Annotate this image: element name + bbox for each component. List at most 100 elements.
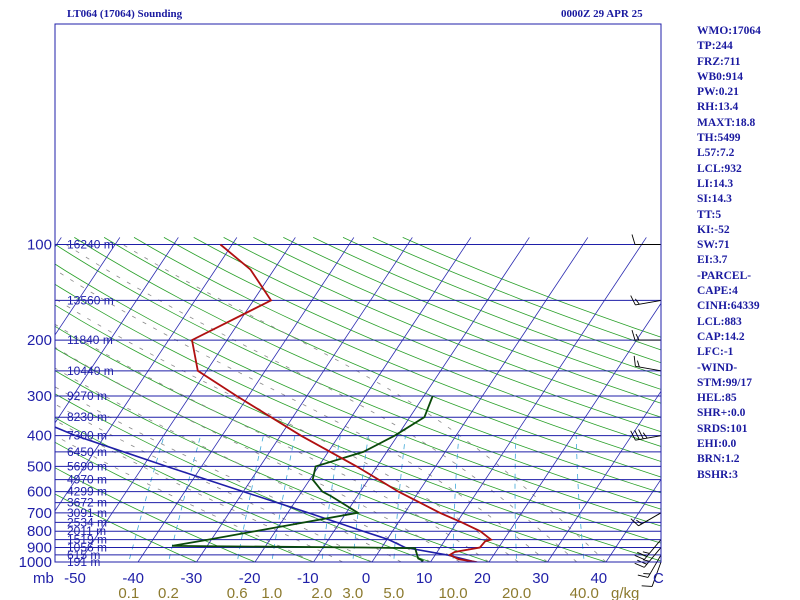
stat-item: LFC:-1: [697, 346, 734, 359]
plot-frame: [54, 23, 662, 563]
wind-barb-flag: [636, 519, 643, 525]
temperature-tick-label: -10: [297, 570, 319, 587]
wind-barbs: [630, 234, 662, 587]
mixing-ratio-label: 0.6: [227, 585, 248, 600]
stat-item: -PARCEL-: [697, 269, 752, 282]
height-label: 615 m: [67, 548, 100, 562]
temperature-unit-label: C: [653, 570, 664, 587]
valid-time: 0000Z 29 APR 25: [561, 8, 643, 20]
mixing-ratio-label: 5.0: [383, 585, 404, 600]
moist-adiabat: [55, 323, 490, 562]
wind-barb: [630, 429, 662, 441]
wind-barb-flag: [631, 329, 636, 341]
dry-adiabat: [103, 237, 661, 478]
height-label: 4299 m: [67, 485, 107, 499]
wind-barb-flag: [637, 574, 649, 578]
temperature-tick-label: 0: [362, 570, 370, 587]
temperature-trace: [190, 243, 493, 562]
wind-barb-flag: [633, 355, 636, 367]
stat-item: FRZ:711: [697, 55, 741, 68]
moist-adiabat: [65, 244, 578, 562]
moist-adiabat: [55, 386, 402, 562]
isotherm: [313, 237, 530, 562]
height-label: 8230 m: [67, 410, 107, 424]
sounding-title: LT064 (17064) Sounding: [67, 8, 183, 20]
height-label: 9270 m: [67, 389, 107, 403]
stat-item: TP:244: [697, 40, 733, 53]
mixing-ratio-label: 1.0: [261, 585, 282, 600]
dry-adiabat: [55, 417, 374, 562]
dry-adiabat: [55, 243, 661, 510]
stats-panel: WMO:17064 TP:244 FRZ:711 WB0:914 PW:0.21 RH:1…: [697, 24, 761, 483]
stat-item: BSHR:3: [697, 468, 738, 481]
moist-adiabat: [55, 403, 373, 562]
stat-item: CAP:14.2: [697, 330, 745, 343]
mixing-ratio-label: 20.0: [502, 585, 531, 600]
stat-item: WB0:914: [697, 70, 743, 83]
stat-item: SW:71: [697, 239, 730, 252]
wind-barb-staff: [643, 547, 662, 568]
height-label: 3091 m: [67, 506, 107, 520]
moist-adiabat: [122, 244, 607, 562]
stat-item: L57:7.2: [697, 147, 735, 160]
dry-adiabat: [55, 263, 661, 527]
stat-item: SHR+:0.0: [697, 407, 746, 420]
wind-barb-flag: [635, 333, 640, 341]
temperature-tick-label: -40: [122, 570, 144, 587]
pressure-tick-label: 800: [27, 523, 52, 540]
wind-barb-flag: [630, 518, 639, 527]
mixing-ratio-label: 0.1: [118, 585, 139, 600]
stat-item: CAPE:4: [697, 285, 738, 298]
wind-barb-flag: [634, 298, 640, 305]
height-label: 1056 m: [67, 540, 107, 554]
isotherm: [196, 237, 413, 562]
height-label: 5690 m: [67, 459, 107, 473]
wind-barb-staff: [635, 435, 662, 441]
mixing-ratio-line: [352, 435, 369, 562]
wind-barb-flag: [630, 430, 636, 441]
height-label: 10440 m: [67, 364, 114, 378]
dry-adiabat: [223, 237, 661, 418]
isotherm: [547, 390, 661, 562]
mixing-ratio-label: 0.2: [158, 585, 179, 600]
pressure-unit-label: mb: [33, 570, 54, 587]
wind-barb-flag: [636, 360, 640, 368]
height-label: 2534 m: [67, 515, 107, 529]
stat-item: SI:14.3: [697, 193, 732, 206]
mixing-ratio-label: 2.0: [311, 585, 332, 600]
stat-item: TT:5: [697, 208, 722, 221]
wind-barb: [631, 329, 661, 341]
height-label: 13560 m: [67, 293, 114, 307]
isotherm: [430, 237, 647, 562]
mixing-ratio-label: 40.0: [570, 585, 599, 600]
dewpoint-trace: [171, 395, 434, 562]
height-label: 3672 m: [67, 496, 107, 510]
isotherm: [488, 302, 661, 562]
wind-barb-staff: [651, 561, 662, 587]
wind-barb: [630, 512, 662, 527]
stat-item: KI:-52: [697, 223, 730, 236]
dry-adiabat: [55, 493, 198, 562]
pressure-tick-label: 1000: [19, 554, 52, 571]
temperature-tick-label: 30: [532, 570, 549, 587]
dry-adiabat: [163, 237, 661, 447]
pressure-tick-label: 700: [27, 505, 52, 522]
temperature-tick-label: 20: [474, 570, 491, 587]
dry-adiabat: [313, 237, 661, 377]
height-label: 16240 m: [67, 238, 114, 252]
mixing-ratio-unit-label: g/kg: [611, 585, 639, 600]
stat-item: TH:5499: [697, 132, 741, 145]
dry-adiabat: [133, 237, 661, 462]
dry-adiabat: [402, 237, 661, 338]
wind-barb: [630, 295, 662, 306]
wind-barb: [634, 539, 662, 560]
wind-barb: [633, 355, 662, 372]
temperature-tick-label: -50: [64, 570, 86, 587]
pressure-tick-label: 200: [27, 332, 52, 349]
background-lines: [55, 237, 661, 562]
stat-item: LCL:883: [697, 315, 742, 328]
isotherm: [254, 237, 472, 562]
